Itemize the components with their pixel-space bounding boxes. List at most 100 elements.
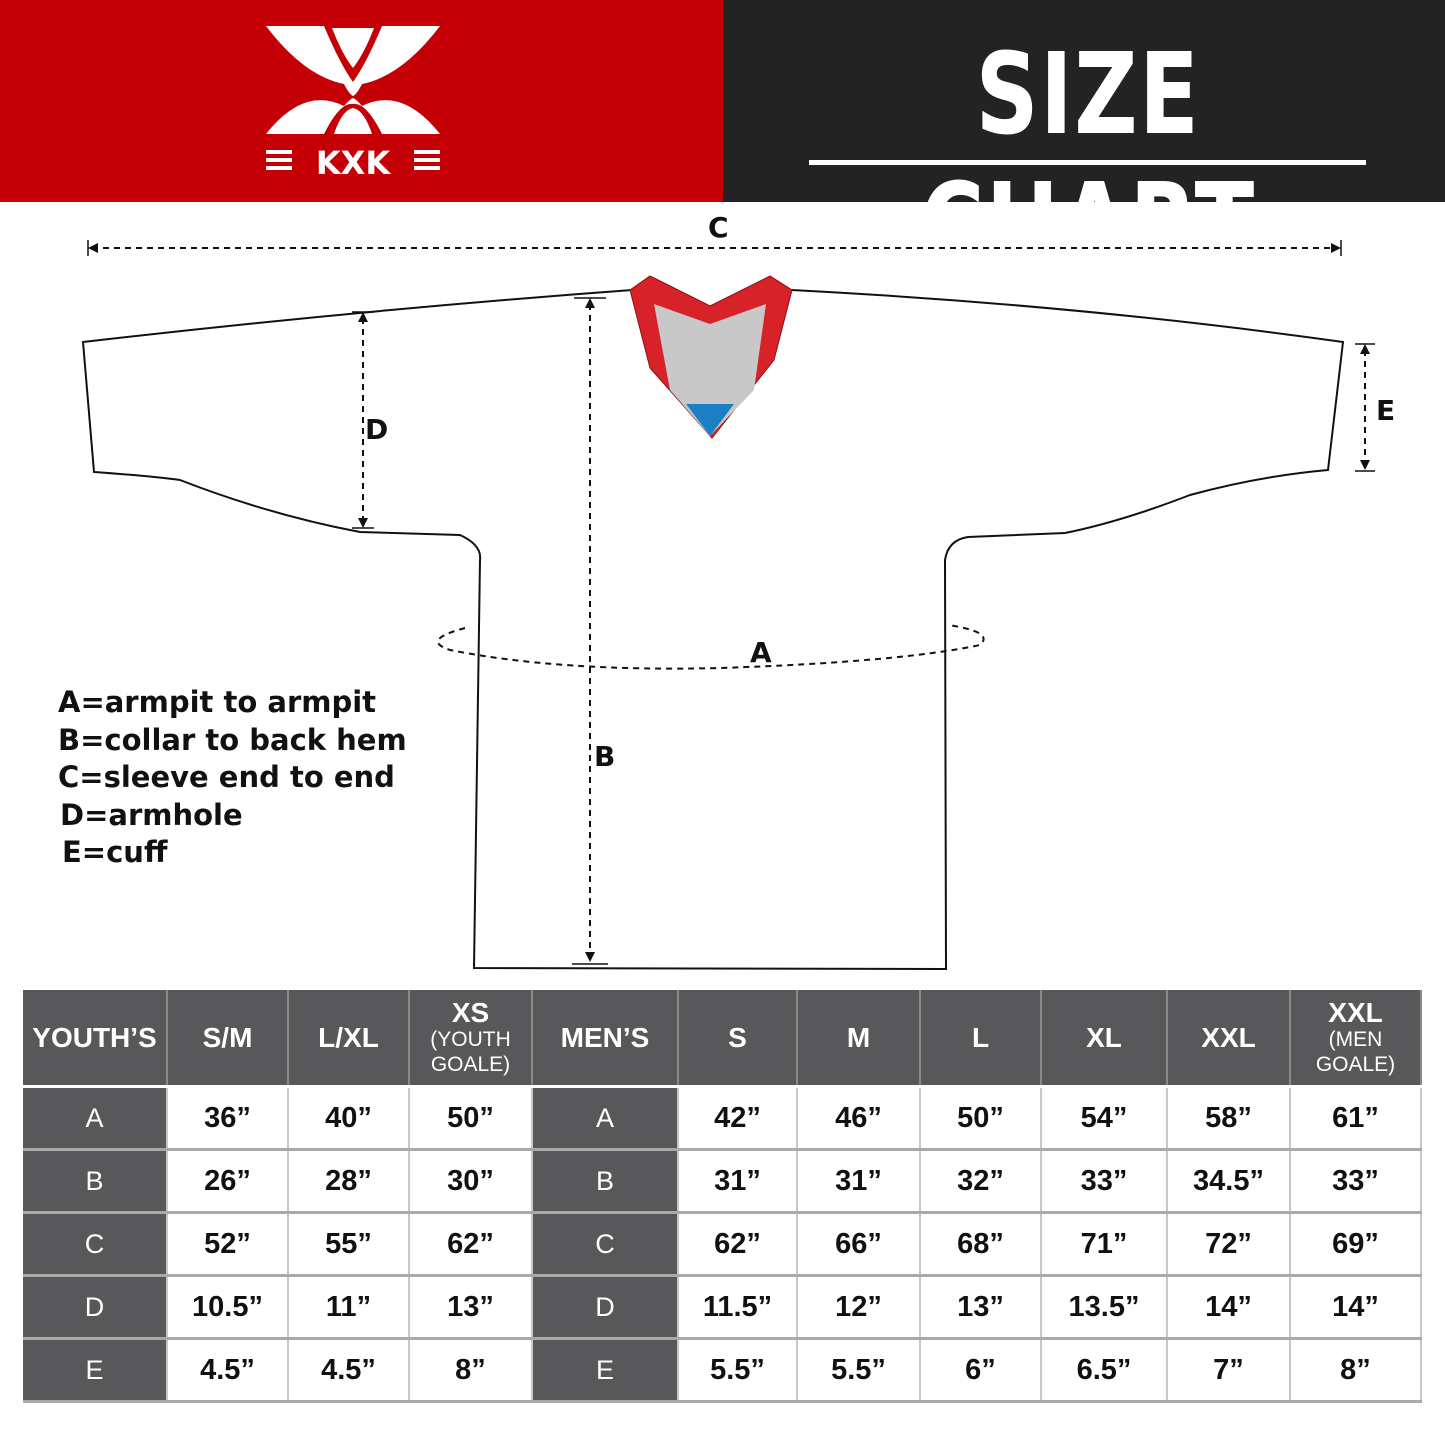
table-cell: 50”	[409, 1086, 533, 1151]
column-header-label: MEN’S	[560, 1021, 650, 1053]
table-cell: 11”	[288, 1275, 410, 1340]
table-cell: 13”	[920, 1275, 1042, 1340]
row-label-youth: E	[23, 1338, 168, 1403]
table-row: C 52” 55” 62” C 62” 66” 68” 71” 72” 69”	[23, 1212, 1422, 1277]
table-cell: 5.5”	[797, 1338, 921, 1403]
table-cell: 72”	[1167, 1212, 1291, 1277]
row-label-men: C	[532, 1212, 679, 1277]
legend-item-d: D=armhole	[60, 797, 243, 832]
table-cell: 10.5”	[167, 1275, 289, 1340]
table-cell: 4.5”	[288, 1338, 410, 1403]
kxk-logo: KXK	[266, 26, 440, 180]
row-label-youth: B	[23, 1149, 168, 1214]
table-cell: 58”	[1167, 1086, 1291, 1151]
column-header: XXL	[1167, 990, 1291, 1088]
title-underline	[809, 160, 1366, 165]
label-b: B	[594, 740, 616, 773]
column-header-label: L/XL	[318, 1021, 379, 1053]
column-header-label: M	[846, 1021, 871, 1053]
column-header: L/XL	[288, 990, 410, 1088]
column-header: XXL (MEN GOALE)	[1290, 990, 1422, 1088]
column-header-label: XS	[451, 996, 490, 1028]
column-header-label: XL	[1086, 1021, 1122, 1053]
table-cell: 31”	[678, 1149, 798, 1214]
table-cell: 40”	[288, 1086, 410, 1151]
column-header-label: XXL	[1328, 996, 1383, 1028]
table-row: E 4.5” 4.5” 8” E 5.5” 5.5” 6” 6.5” 7” 8”	[23, 1338, 1422, 1403]
row-label-men: E	[532, 1338, 679, 1403]
legend-item-b: B=collar to back hem	[58, 722, 407, 757]
table-cell: 13”	[409, 1275, 533, 1340]
row-label-men: D	[532, 1275, 679, 1340]
label-a: A	[750, 636, 772, 669]
table-cell: 34.5”	[1167, 1149, 1291, 1214]
column-header-label: L	[971, 1021, 990, 1053]
column-header-label: S/M	[202, 1021, 253, 1053]
arrowheads	[88, 243, 1370, 962]
table-cell: 69”	[1290, 1212, 1422, 1277]
size-table: YOUTH’S S/M L/XL XS (YOUTH GOALE) MEN’S S M L XL X…	[23, 990, 1422, 1403]
table-cell: 28”	[288, 1149, 410, 1214]
label-e: E	[1376, 394, 1396, 427]
table-row: B 26” 28” 30” B 31” 31” 32” 33” 34.5” 33”	[23, 1149, 1422, 1214]
table-cell: 30”	[409, 1149, 533, 1214]
table-cell: 11.5”	[678, 1275, 798, 1340]
table-cell: 14”	[1290, 1275, 1422, 1340]
table-cell: 14”	[1167, 1275, 1291, 1340]
table-cell: 68”	[920, 1212, 1042, 1277]
table-cell: 8”	[1290, 1338, 1422, 1403]
table-cell: 6”	[920, 1338, 1042, 1403]
row-label-youth: D	[23, 1275, 168, 1340]
table-cell: 13.5”	[1041, 1275, 1168, 1340]
column-header: MEN’S	[532, 990, 679, 1088]
measure-a-loop	[437, 624, 985, 670]
table-cell: 66”	[797, 1212, 921, 1277]
legend-item-a: A=armpit to armpit	[58, 685, 377, 719]
column-header-sublabel: (MEN GOALE)	[1315, 1027, 1396, 1076]
table-cell: 12”	[797, 1275, 921, 1340]
label-d: D	[365, 413, 389, 446]
table-cell: 31”	[797, 1149, 921, 1214]
column-header-label: YOUTH’S	[32, 1021, 157, 1053]
row-label-youth: C	[23, 1212, 168, 1277]
column-header-label: S	[728, 1021, 747, 1053]
column-header: XL	[1041, 990, 1168, 1088]
jersey-outline	[81, 289, 1345, 971]
column-header: S	[678, 990, 798, 1088]
table-cell: 36”	[167, 1086, 289, 1151]
table-row: A 36” 40” 50” A 42” 46” 50” 54” 58” 61”	[23, 1086, 1422, 1151]
title-banner	[723, 0, 1445, 202]
table-cell: 46”	[797, 1086, 921, 1151]
row-label-men: B	[532, 1149, 679, 1214]
logo-text: KXK	[316, 144, 391, 180]
column-header: M	[797, 990, 921, 1088]
column-header-label: XXL	[1201, 1021, 1256, 1053]
row-label-men: A	[532, 1086, 679, 1151]
measurement-legend: A=armpit to armpit B=collar to back hem …	[58, 684, 407, 872]
table-cell: 33”	[1041, 1149, 1168, 1214]
table-cell: 54”	[1041, 1086, 1168, 1151]
table-cell: 50”	[920, 1086, 1042, 1151]
row-label-youth: A	[23, 1086, 168, 1151]
table-cell: 42”	[678, 1086, 798, 1151]
jersey-diagram	[81, 240, 1375, 971]
column-header: XS (YOUTH GOALE)	[409, 990, 533, 1088]
table-cell: 52”	[167, 1212, 289, 1277]
table-header-row: YOUTH’S S/M L/XL XS (YOUTH GOALE) MEN’S S M L XL X…	[23, 990, 1422, 1088]
table-cell: 26”	[167, 1149, 289, 1214]
table-cell: 32”	[920, 1149, 1042, 1214]
table-cell: 6.5”	[1041, 1338, 1168, 1403]
table-cell: 33”	[1290, 1149, 1422, 1214]
legend-item-e: E=cuff	[62, 835, 168, 869]
table-cell: 71”	[1041, 1212, 1168, 1277]
table-cell: 5.5”	[678, 1338, 798, 1403]
column-header: L	[920, 990, 1042, 1088]
column-header-sublabel: (YOUTH GOALE)	[430, 1027, 511, 1076]
label-c: C	[708, 211, 729, 244]
column-header: YOUTH’S	[23, 990, 168, 1088]
page-title: SIZE CHART	[920, 30, 1256, 290]
legend-item-c: C=sleeve end to end	[58, 760, 395, 794]
table-cell: 8”	[409, 1338, 533, 1403]
table-cell: 61”	[1290, 1086, 1422, 1151]
table-cell: 62”	[678, 1212, 798, 1277]
